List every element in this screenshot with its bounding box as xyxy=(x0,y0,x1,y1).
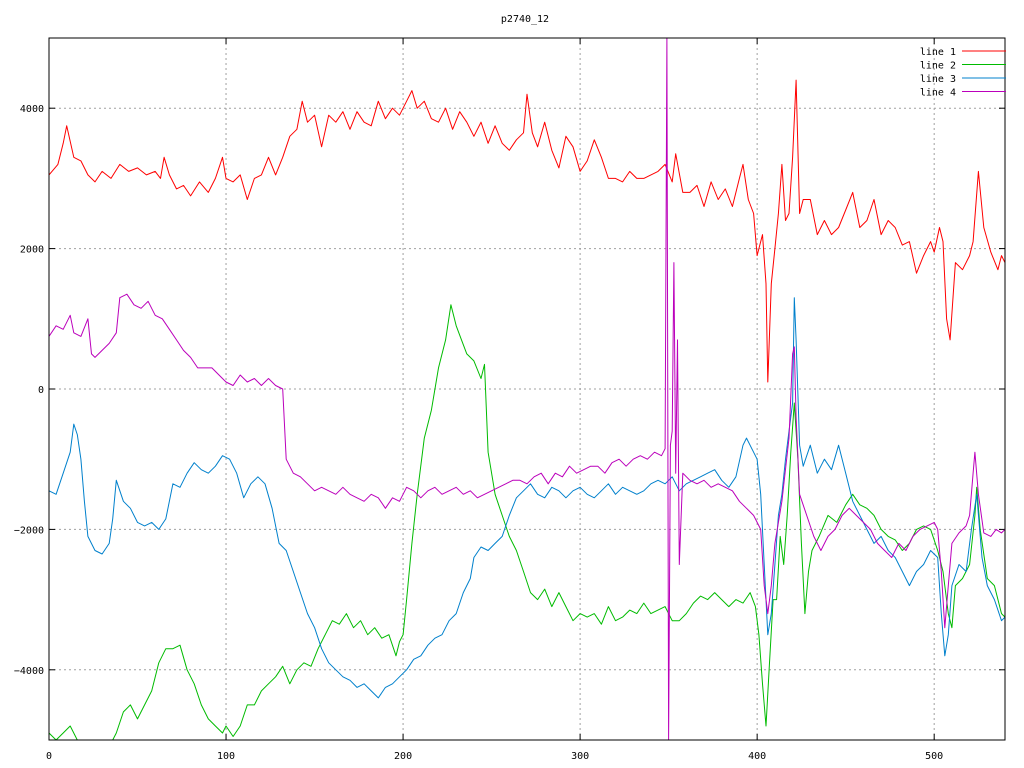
y-tick-label: 0 xyxy=(38,385,44,396)
legend-label: line 1 xyxy=(920,47,956,58)
axis-ticks: 0 100 200 300 400 500 −4000 −2000 0 2000 4000 xyxy=(14,38,1005,762)
series-3-line xyxy=(48,297,1006,699)
y-tick-label: −4000 xyxy=(14,666,44,677)
legend: line 1 line 2 line 3 line 4 xyxy=(920,47,1006,99)
x-tick-label: 0 xyxy=(46,751,52,762)
x-tick-label: 400 xyxy=(748,751,766,762)
plot-frame xyxy=(48,37,1006,741)
x-tick-label: 100 xyxy=(217,751,235,762)
series-2-line xyxy=(48,304,1006,741)
y-tick-label: 2000 xyxy=(20,245,44,256)
grid xyxy=(49,38,1005,740)
x-tick-label: 300 xyxy=(571,751,589,762)
x-tick-label: 200 xyxy=(394,751,412,762)
legend-label: line 3 xyxy=(920,74,956,85)
y-tick-label: 4000 xyxy=(20,104,44,115)
series-4-line xyxy=(48,37,1006,741)
legend-label: line 4 xyxy=(920,88,956,99)
y-tick-label: −2000 xyxy=(14,525,44,536)
series-1-line xyxy=(48,79,1006,383)
legend-label: line 2 xyxy=(920,61,956,72)
series-layer xyxy=(48,37,1006,741)
x-tick-label: 500 xyxy=(925,751,943,762)
chart-title: p2740_12 xyxy=(501,14,549,25)
